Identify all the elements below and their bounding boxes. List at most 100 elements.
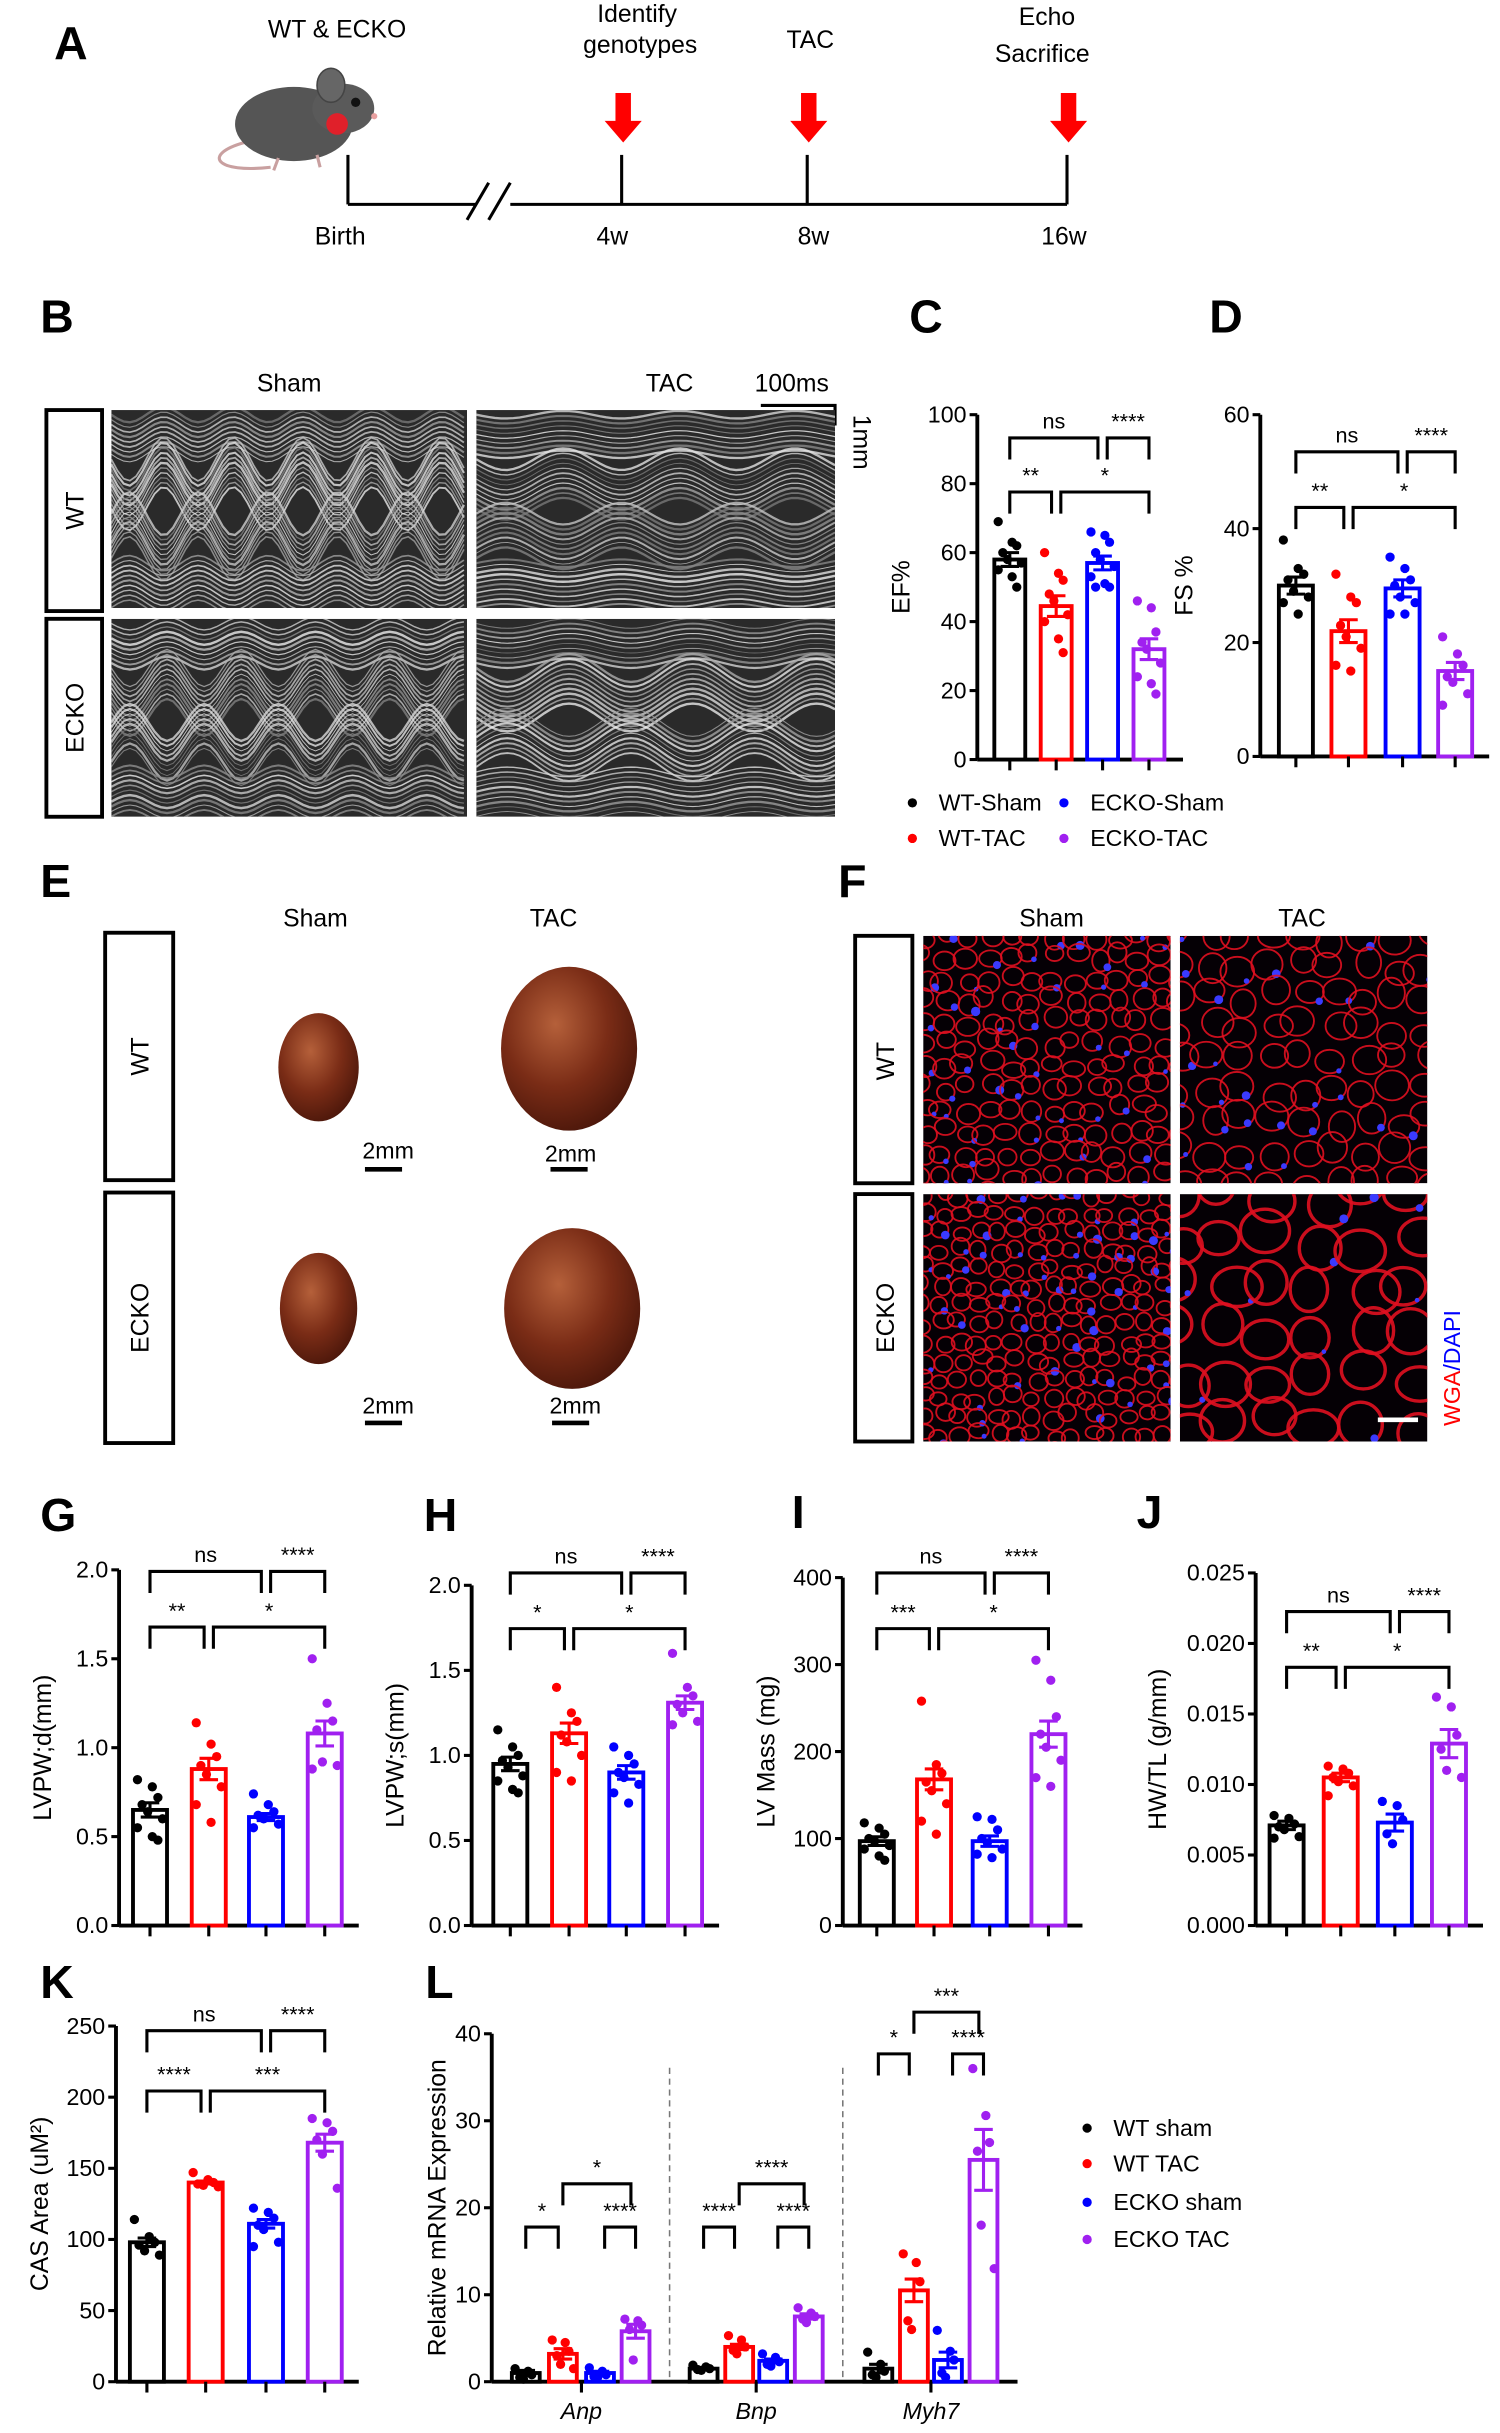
- panel-label-i: I: [792, 1486, 805, 1538]
- significance-bracket: [1285, 1610, 1392, 1634]
- data-point: [248, 2241, 259, 2252]
- y-tick-label: 0.025: [1187, 1560, 1245, 1586]
- chart-j: 0.000 0.005 0.010 0.015 0.020 0.025 HW/TL (g/m…: [1145, 1560, 1483, 1938]
- data-point: [1012, 541, 1022, 551]
- heart-image: [279, 1252, 358, 1365]
- data-point: [1046, 1781, 1056, 1791]
- data-point: [682, 1682, 693, 1693]
- significance-bracket: [1008, 490, 1054, 514]
- data-point: [1095, 554, 1105, 565]
- timeline-time-16w: 16w: [1041, 224, 1087, 251]
- data-point: [1348, 1781, 1358, 1791]
- panel-label-j: J: [1137, 1486, 1163, 1538]
- data-point: [732, 2349, 742, 2359]
- data-point: [1437, 632, 1448, 642]
- data-point: [1452, 649, 1463, 659]
- bar-group-ecko-tac: [1131, 596, 1167, 762]
- y-axis-label: HW/TL (g/mm): [1145, 1669, 1172, 1830]
- data-point: [1035, 1729, 1046, 1739]
- y-tick-label: 60: [1224, 401, 1250, 427]
- data-point: [213, 2182, 223, 2192]
- significance-label: ns: [1042, 409, 1065, 434]
- significance-label: ***: [255, 2062, 281, 2087]
- bar: [247, 1815, 285, 1928]
- data-point: [880, 1829, 890, 1839]
- y-tick-label: 2.0: [76, 1557, 108, 1583]
- heart-col-sham: Sham: [283, 906, 348, 933]
- legend-cd: WT-Sham ECKO-Sham WT-TAC ECKO-TAC: [907, 790, 1224, 851]
- data-point: [1289, 1819, 1300, 1829]
- significance-bracket: [951, 2052, 986, 2076]
- y-tick-label: 10: [455, 2281, 481, 2307]
- data-point: [1323, 1761, 1333, 1771]
- data-point: [327, 1716, 338, 1726]
- y-tick-label: 0: [954, 746, 967, 772]
- data-point: [667, 1648, 678, 1658]
- y-tick-label: 2.0: [429, 1572, 461, 1598]
- y-tick-label: 0: [92, 2368, 105, 2394]
- significance-bracket: [572, 1627, 687, 1651]
- data-point: [1151, 627, 1161, 637]
- x-tick-label: Myh7: [903, 2398, 961, 2424]
- bar-group-wt-tac: [189, 1718, 228, 1928]
- heart-image: [504, 1228, 641, 1389]
- bar-group-wt-tac: [915, 1696, 953, 1928]
- data-point: [1333, 1777, 1344, 1787]
- data-point: [1463, 689, 1473, 699]
- data-point: [1293, 563, 1303, 574]
- mouse-icon: [217, 67, 378, 171]
- data-point: [1452, 1730, 1462, 1740]
- data-point: [688, 1691, 698, 1701]
- significance-bracket: [1343, 1665, 1451, 1689]
- data-point: [628, 2355, 638, 2365]
- significance-bracket: [1351, 505, 1457, 530]
- echo-time-scale-label: 100ms: [755, 371, 829, 398]
- data-point: [1446, 1702, 1456, 1712]
- data-point: [723, 2330, 734, 2341]
- y-tick-label: 250: [66, 2013, 105, 2039]
- legend-label: WT TAC: [1113, 2150, 1199, 2176]
- data-point: [1053, 634, 1064, 644]
- data-point: [982, 1838, 993, 1848]
- data-point: [1442, 1765, 1452, 1776]
- significance-bracket: [211, 1625, 327, 1649]
- bar-group-wt-sham: [131, 1775, 169, 1928]
- data-point: [547, 2335, 557, 2345]
- data-point: [859, 1844, 869, 1854]
- data-point: [584, 2363, 594, 2373]
- data-point: [562, 1737, 572, 1747]
- bar-group-wt-tac: [550, 1682, 589, 1928]
- data-point: [1063, 610, 1073, 620]
- y-tick-label: 40: [455, 2021, 481, 2047]
- y-tick-label: 1.5: [76, 1646, 108, 1672]
- significance-label: *: [538, 2198, 547, 2223]
- significance-bracket: [1105, 436, 1151, 460]
- significance-label: **: [1303, 1638, 1320, 1663]
- y-tick-label: 0.000: [1187, 1912, 1245, 1938]
- data-point: [972, 1849, 982, 1859]
- data-point: [945, 2346, 955, 2356]
- data-point: [317, 2149, 328, 2159]
- wga-row-ecko: ECKO: [873, 1283, 900, 1353]
- data-point: [191, 1718, 201, 1728]
- data-point: [1448, 677, 1458, 688]
- data-point: [132, 1775, 143, 1785]
- arrow-down-icon: [1050, 93, 1088, 143]
- data-point: [1046, 1675, 1056, 1685]
- bar: [1085, 561, 1120, 762]
- significance-label: ns: [1335, 423, 1358, 448]
- significance-label: *: [533, 1599, 542, 1624]
- data-point: [507, 1742, 518, 1752]
- timeline-panel: WT & ECKO Birth 4w 8w 16w Identify genot…: [217, 1, 1090, 251]
- legend-label: WT-TAC: [939, 825, 1026, 851]
- y-tick-label: 0.5: [76, 1823, 108, 1849]
- data-point: [801, 2317, 812, 2328]
- bar-group-ecko-sham: [247, 1789, 285, 1928]
- panel-label-g: G: [40, 1489, 76, 1541]
- data-point: [259, 2224, 269, 2235]
- significance-label: **: [169, 1598, 186, 1623]
- data-point: [1390, 580, 1400, 591]
- data-point: [636, 2320, 647, 2330]
- data-point: [629, 1759, 639, 1769]
